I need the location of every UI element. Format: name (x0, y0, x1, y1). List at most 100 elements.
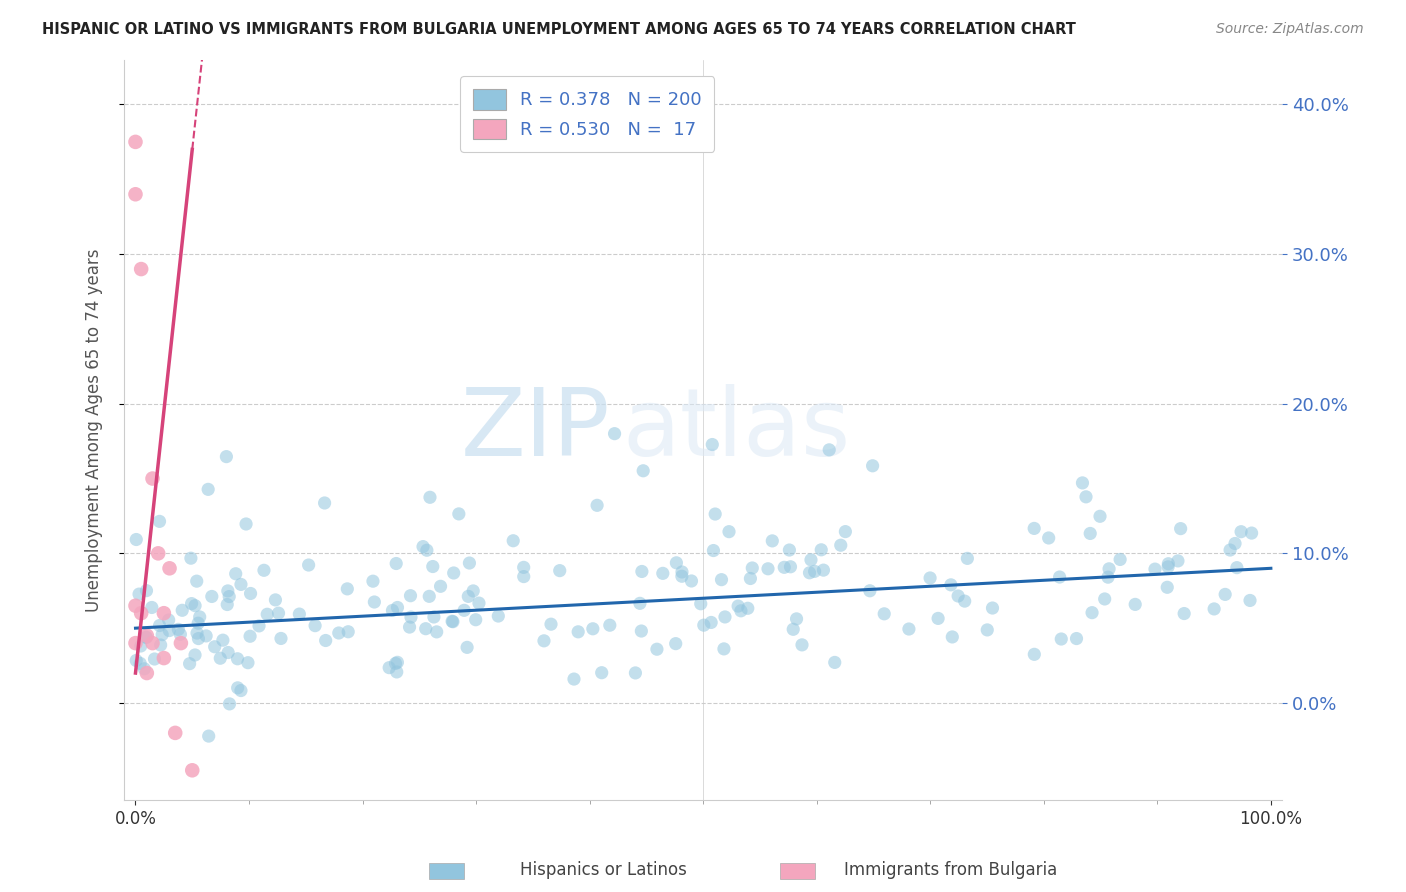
Point (315, 633, 337, 648)
Point (415, 622, 437, 636)
Point (714, 610, 737, 624)
Point (1081, 606, 1104, 620)
Point (665, 556, 688, 570)
Point (187, 632, 209, 646)
Point (148, 618, 170, 632)
Point (628, 596, 651, 610)
Point (740, 572, 762, 586)
Point (927, 611, 949, 625)
Point (128, 587, 150, 601)
Point (378, 660, 401, 674)
Point (143, 652, 166, 666)
Point (209, 651, 232, 665)
Point (956, 551, 979, 566)
Point (548, 564, 571, 578)
Point (486, 609, 509, 624)
Point (412, 540, 434, 554)
Point (159, 561, 181, 575)
Point (195, 629, 218, 643)
Point (229, 577, 252, 591)
Point (187, 616, 209, 631)
Point (304, 618, 326, 632)
Point (689, 597, 711, 611)
Point (422, 559, 444, 574)
Point (235, 516, 257, 531)
Point (1173, 607, 1195, 621)
Point (236, 656, 259, 670)
Point (180, 597, 202, 611)
Point (124, 135, 146, 149)
Point (453, 603, 475, 617)
Point (165, 726, 187, 740)
Point (665, 637, 688, 651)
Point (150, 627, 173, 641)
Point (135, 631, 157, 645)
Point (363, 595, 385, 609)
Point (730, 604, 752, 618)
Text: Immigrants from Bulgaria: Immigrants from Bulgaria (844, 861, 1057, 879)
Legend: R = 0.378   N = 200, R = 0.530   N =  17: R = 0.378 N = 200, R = 0.530 N = 17 (460, 76, 714, 152)
Point (441, 614, 464, 628)
Text: Source: ZipAtlas.com: Source: ZipAtlas.com (1216, 22, 1364, 37)
Point (946, 589, 969, 603)
Point (1230, 524, 1253, 539)
Point (186, 574, 208, 589)
Point (1219, 543, 1241, 558)
Point (533, 633, 555, 648)
Point (1088, 509, 1111, 524)
Point (756, 562, 779, 576)
Point (603, 426, 626, 441)
Point (447, 507, 470, 521)
Point (314, 496, 336, 510)
Point (239, 586, 262, 600)
Point (599, 618, 621, 632)
Point (229, 683, 252, 698)
Point (567, 624, 589, 639)
Point (197, 483, 219, 497)
Point (1066, 632, 1088, 646)
Point (582, 622, 605, 636)
Point (1204, 602, 1226, 616)
Point (737, 601, 759, 615)
Point (134, 662, 156, 676)
Point (429, 579, 451, 593)
Point (167, 623, 190, 637)
Point (212, 633, 235, 648)
Point (717, 524, 740, 539)
Point (141, 471, 163, 485)
Point (197, 729, 219, 743)
Point (624, 665, 647, 680)
Point (1143, 562, 1166, 576)
Point (124, 636, 146, 650)
Point (337, 624, 360, 639)
Point (247, 619, 270, 633)
Point (179, 657, 201, 671)
Point (148, 546, 170, 560)
Point (873, 607, 896, 621)
Point (188, 610, 211, 624)
Point (1157, 559, 1180, 574)
Y-axis label: Unemployment Among Ages 65 to 74 years: Unemployment Among Ages 65 to 74 years (86, 248, 103, 612)
Point (225, 566, 247, 581)
Point (129, 606, 152, 620)
Point (859, 583, 882, 598)
Point (803, 565, 825, 579)
Point (1098, 562, 1121, 576)
Point (939, 578, 962, 592)
Point (671, 569, 693, 583)
Point (288, 607, 311, 621)
Point (215, 450, 238, 464)
Point (385, 665, 408, 679)
Point (1223, 536, 1246, 550)
Point (1071, 475, 1094, 490)
Point (810, 542, 832, 557)
Point (264, 593, 287, 607)
Point (897, 622, 920, 636)
Point (181, 764, 204, 778)
Point (463, 583, 485, 598)
Point (361, 574, 384, 589)
Point (920, 571, 942, 585)
Point (702, 437, 724, 451)
Point (153, 606, 176, 620)
Point (270, 632, 292, 646)
